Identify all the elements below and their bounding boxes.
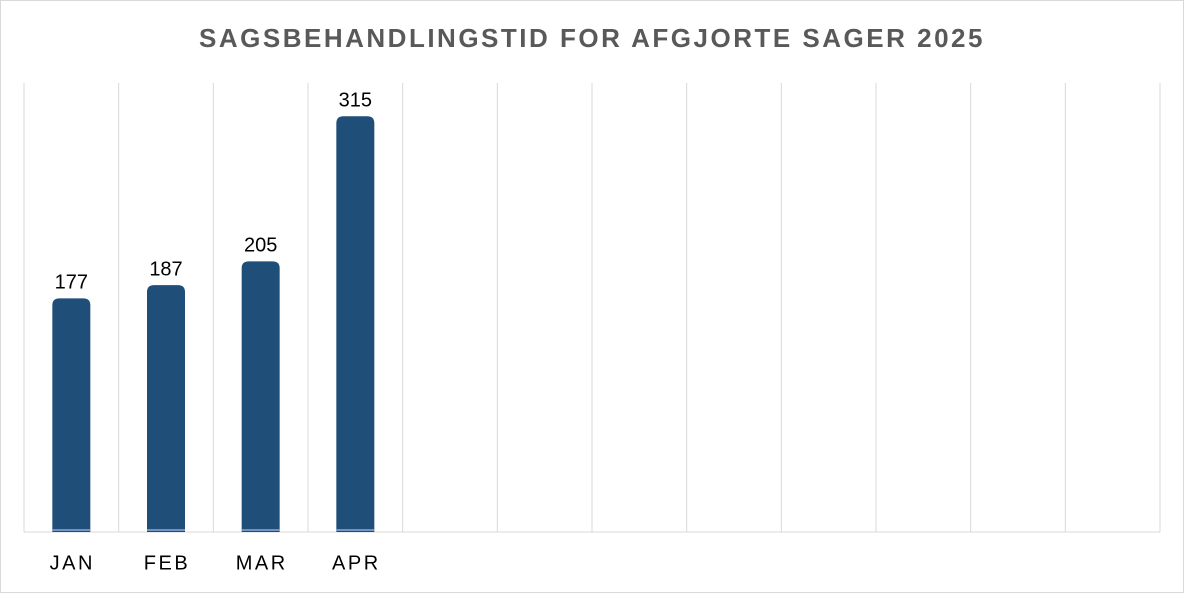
- value-label: 177: [55, 272, 88, 294]
- bar: [241, 261, 280, 532]
- bar: [52, 298, 91, 532]
- x-tick-label: MAR: [236, 552, 288, 574]
- x-tick-label: JAN: [50, 552, 95, 574]
- value-label: 187: [149, 258, 182, 280]
- x-tick-label: FEB: [144, 552, 190, 574]
- bar: [147, 285, 185, 532]
- x-tick-label: APR: [332, 552, 381, 574]
- chart-title: SAGSBEHANDLINGSTID FOR AFGJORTE SAGER 20…: [199, 23, 985, 53]
- value-label: 315: [339, 89, 372, 111]
- value-label: 205: [244, 235, 277, 257]
- bar: [336, 116, 375, 532]
